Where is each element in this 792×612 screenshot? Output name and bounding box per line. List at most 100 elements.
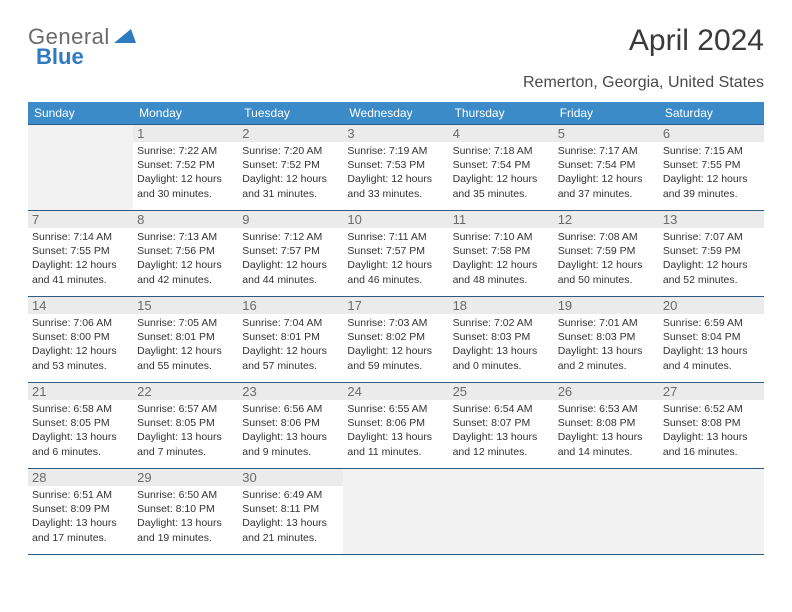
weekday-header: Tuesday <box>238 102 343 125</box>
calendar-cell: 28Sunrise: 6:51 AMSunset: 8:09 PMDayligh… <box>28 469 133 555</box>
sunset-text: Sunset: 8:11 PM <box>242 502 339 516</box>
title-block: April 2024 <box>629 24 764 58</box>
day-info: Sunrise: 7:01 AMSunset: 8:03 PMDaylight:… <box>558 316 655 373</box>
day-info: Sunrise: 7:04 AMSunset: 8:01 PMDaylight:… <box>242 316 339 373</box>
sunrise-text: Sunrise: 7:07 AM <box>663 230 760 244</box>
daylight-text-2: and 16 minutes. <box>663 445 760 459</box>
daylight-text-1: Daylight: 12 hours <box>242 258 339 272</box>
calendar-cell <box>554 469 659 555</box>
sunset-text: Sunset: 8:06 PM <box>242 416 339 430</box>
day-number: 26 <box>554 383 659 400</box>
calendar-cell: 2Sunrise: 7:20 AMSunset: 7:52 PMDaylight… <box>238 125 343 211</box>
sunrise-text: Sunrise: 7:12 AM <box>242 230 339 244</box>
calendar-cell: 12Sunrise: 7:08 AMSunset: 7:59 PMDayligh… <box>554 211 659 297</box>
day-number: 15 <box>133 297 238 314</box>
day-info: Sunrise: 7:14 AMSunset: 7:55 PMDaylight:… <box>32 230 129 287</box>
calendar-cell: 13Sunrise: 7:07 AMSunset: 7:59 PMDayligh… <box>659 211 764 297</box>
daylight-text-2: and 12 minutes. <box>453 445 550 459</box>
daylight-text-1: Daylight: 12 hours <box>32 344 129 358</box>
day-info: Sunrise: 7:17 AMSunset: 7:54 PMDaylight:… <box>558 144 655 201</box>
weekday-header: Monday <box>133 102 238 125</box>
day-info: Sunrise: 7:19 AMSunset: 7:53 PMDaylight:… <box>347 144 444 201</box>
calendar-cell: 24Sunrise: 6:55 AMSunset: 8:06 PMDayligh… <box>343 383 448 469</box>
daylight-text-2: and 2 minutes. <box>558 359 655 373</box>
daylight-text-2: and 39 minutes. <box>663 187 760 201</box>
sunset-text: Sunset: 7:52 PM <box>137 158 234 172</box>
day-number: 27 <box>659 383 764 400</box>
day-info: Sunrise: 7:15 AMSunset: 7:55 PMDaylight:… <box>663 144 760 201</box>
daylight-text-2: and 14 minutes. <box>558 445 655 459</box>
calendar-row: 21Sunrise: 6:58 AMSunset: 8:05 PMDayligh… <box>28 383 764 469</box>
sunrise-text: Sunrise: 6:50 AM <box>137 488 234 502</box>
daylight-text-2: and 31 minutes. <box>242 187 339 201</box>
daylight-text-2: and 17 minutes. <box>32 531 129 545</box>
sunset-text: Sunset: 7:54 PM <box>558 158 655 172</box>
sunrise-text: Sunrise: 7:01 AM <box>558 316 655 330</box>
day-info: Sunrise: 6:52 AMSunset: 8:08 PMDaylight:… <box>663 402 760 459</box>
daylight-text-2: and 4 minutes. <box>663 359 760 373</box>
day-info: Sunrise: 6:56 AMSunset: 8:06 PMDaylight:… <box>242 402 339 459</box>
sunrise-text: Sunrise: 7:14 AM <box>32 230 129 244</box>
sunset-text: Sunset: 8:05 PM <box>32 416 129 430</box>
day-info: Sunrise: 6:54 AMSunset: 8:07 PMDaylight:… <box>453 402 550 459</box>
sunset-text: Sunset: 8:03 PM <box>453 330 550 344</box>
day-number: 7 <box>28 211 133 228</box>
day-info: Sunrise: 6:57 AMSunset: 8:05 PMDaylight:… <box>137 402 234 459</box>
weekday-header-row: Sunday Monday Tuesday Wednesday Thursday… <box>28 102 764 125</box>
sunrise-text: Sunrise: 7:22 AM <box>137 144 234 158</box>
sunrise-text: Sunrise: 6:55 AM <box>347 402 444 416</box>
sunset-text: Sunset: 8:07 PM <box>453 416 550 430</box>
daylight-text-2: and 50 minutes. <box>558 273 655 287</box>
sunrise-text: Sunrise: 7:18 AM <box>453 144 550 158</box>
calendar-cell: 7 Sunrise: 7:14 AMSunset: 7:55 PMDaylight… <box>28 211 133 297</box>
day-number: 13 <box>659 211 764 228</box>
sunset-text: Sunset: 8:01 PM <box>242 330 339 344</box>
calendar-cell: 15 Sunrise: 7:05 AMSunset: 8:01 PMDayligh… <box>133 297 238 383</box>
sunset-text: Sunset: 7:52 PM <box>242 158 339 172</box>
daylight-text-2: and 0 minutes. <box>453 359 550 373</box>
calendar-cell: 18Sunrise: 7:02 AMSunset: 8:03 PMDayligh… <box>449 297 554 383</box>
daylight-text-1: Daylight: 12 hours <box>663 172 760 186</box>
day-number: 14 <box>28 297 133 314</box>
calendar-cell: 10Sunrise: 7:11 AMSunset: 7:57 PMDayligh… <box>343 211 448 297</box>
daylight-text-2: and 44 minutes. <box>242 273 339 287</box>
calendar-cell: 1 Sunrise: 7:22 AMSunset: 7:52 PMDaylight… <box>133 125 238 211</box>
day-info: Sunrise: 7:12 AMSunset: 7:57 PMDaylight:… <box>242 230 339 287</box>
day-number: 16 <box>238 297 343 314</box>
sunrise-text: Sunrise: 6:59 AM <box>663 316 760 330</box>
sunset-text: Sunset: 8:10 PM <box>137 502 234 516</box>
sunrise-text: Sunrise: 7:20 AM <box>242 144 339 158</box>
calendar-body: 1Sunrise: 7:22 AMSunset: 7:52 PMDaylight… <box>28 125 764 555</box>
calendar-cell: 21Sunrise: 6:58 AMSunset: 8:05 PMDayligh… <box>28 383 133 469</box>
day-number: 18 <box>449 297 554 314</box>
daylight-text-2: and 41 minutes. <box>32 273 129 287</box>
daylight-text-2: and 48 minutes. <box>453 273 550 287</box>
sunrise-text: Sunrise: 7:06 AM <box>32 316 129 330</box>
daylight-text-2: and 59 minutes. <box>347 359 444 373</box>
day-info: Sunrise: 7:03 AMSunset: 8:02 PMDaylight:… <box>347 316 444 373</box>
calendar-cell: 17Sunrise: 7:03 AMSunset: 8:02 PMDayligh… <box>343 297 448 383</box>
day-info: Sunrise: 7:08 AMSunset: 7:59 PMDaylight:… <box>558 230 655 287</box>
day-number: 5 <box>554 125 659 142</box>
day-info: Sunrise: 7:05 AMSunset: 8:01 PMDaylight:… <box>137 316 234 373</box>
calendar-row: 14Sunrise: 7:06 AMSunset: 8:00 PMDayligh… <box>28 297 764 383</box>
daylight-text-1: Daylight: 12 hours <box>137 172 234 186</box>
calendar-cell: 14Sunrise: 7:06 AMSunset: 8:00 PMDayligh… <box>28 297 133 383</box>
day-number: 6 <box>659 125 764 142</box>
day-info: Sunrise: 6:53 AMSunset: 8:08 PMDaylight:… <box>558 402 655 459</box>
day-number: 23 <box>238 383 343 400</box>
sunrise-text: Sunrise: 7:11 AM <box>347 230 444 244</box>
daylight-text-1: Daylight: 13 hours <box>453 344 550 358</box>
sunrise-text: Sunrise: 7:10 AM <box>453 230 550 244</box>
day-number: 1 <box>133 125 238 142</box>
day-number: 4 <box>449 125 554 142</box>
sunrise-text: Sunrise: 7:19 AM <box>347 144 444 158</box>
sunset-text: Sunset: 7:55 PM <box>663 158 760 172</box>
daylight-text-2: and 7 minutes. <box>137 445 234 459</box>
sunrise-text: Sunrise: 7:05 AM <box>137 316 234 330</box>
day-info: Sunrise: 7:10 AMSunset: 7:58 PMDaylight:… <box>453 230 550 287</box>
daylight-text-1: Daylight: 12 hours <box>242 172 339 186</box>
sunrise-text: Sunrise: 6:51 AM <box>32 488 129 502</box>
daylight-text-2: and 11 minutes. <box>347 445 444 459</box>
daylight-text-1: Daylight: 12 hours <box>242 344 339 358</box>
